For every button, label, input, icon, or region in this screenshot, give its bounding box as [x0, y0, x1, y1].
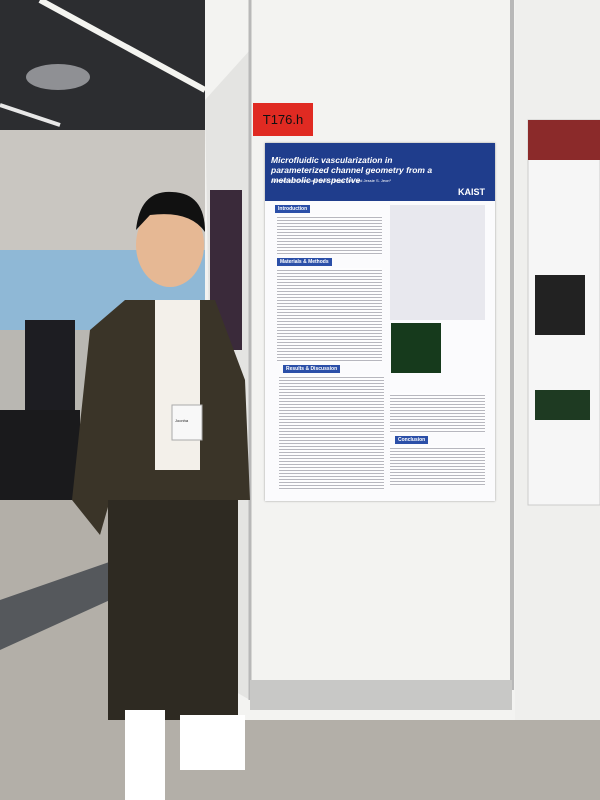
text-block: [277, 215, 382, 255]
badge-name: Joonha: [175, 418, 189, 423]
poster: Microfluidic vascularization in paramete…: [265, 143, 495, 501]
poster-logo: KAIST: [458, 187, 485, 197]
booth-sign: T176.h: [253, 103, 313, 136]
section-heading: Introduction: [275, 205, 311, 213]
text-block: [277, 268, 382, 363]
figure: [391, 323, 441, 373]
text-block: [390, 393, 485, 433]
section-heading: Results & Discussion: [283, 365, 341, 373]
text-block: [390, 446, 485, 486]
figure: [390, 205, 485, 320]
text-block: [279, 375, 384, 490]
section-heading: Conclusion: [395, 436, 429, 444]
poster-header: [265, 143, 495, 201]
poster-title: Microfluidic vascularization in paramete…: [271, 155, 433, 185]
section-heading: Materials & Methods: [277, 258, 332, 266]
poster-authors: Joonha Park¹, Seonyoung Kwon¹, Hongki Yo…: [271, 178, 391, 183]
